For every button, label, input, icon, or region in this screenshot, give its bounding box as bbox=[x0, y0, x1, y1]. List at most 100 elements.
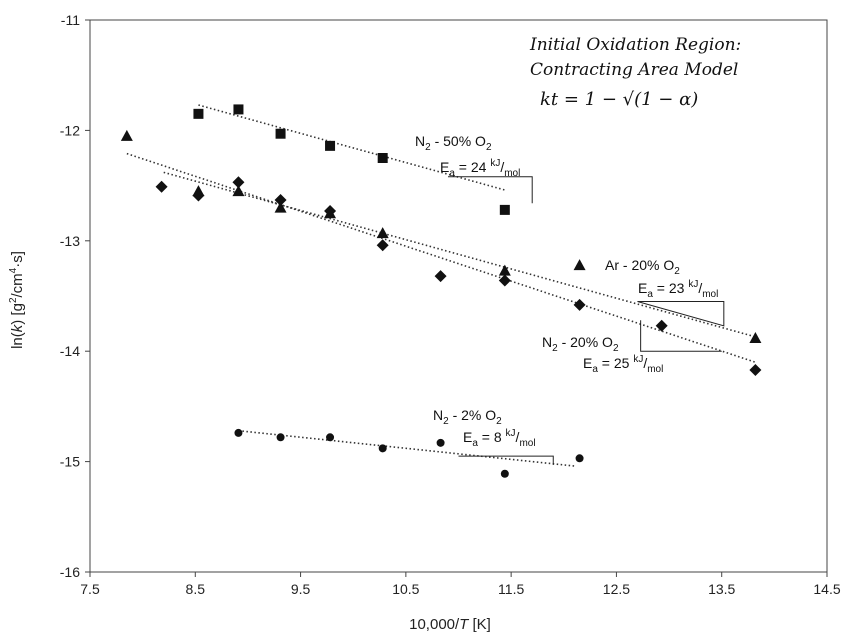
activation-energy-part: = 25 bbox=[598, 355, 633, 371]
y-axis-label-part: ) [g bbox=[9, 303, 26, 325]
data-point-diamond bbox=[749, 363, 762, 376]
activation-energy-part: kJ bbox=[688, 279, 698, 290]
data-point-circle bbox=[234, 428, 243, 437]
data-point-diamond bbox=[155, 180, 168, 193]
tick-group: 7.5 8.5 9.5 10.5 11.5 12.5 13.5 14.5 -11 -12 -13 -1… bbox=[60, 12, 841, 597]
series-label-part: 2 bbox=[674, 266, 680, 277]
y-axis-label: ln(k) [g2/cm4·s] bbox=[8, 251, 26, 349]
activation-energy-part: E bbox=[440, 159, 449, 175]
data-point-square bbox=[499, 204, 510, 215]
fit-line bbox=[238, 429, 575, 467]
activation-energy-part: E bbox=[583, 355, 592, 371]
activation-energy-part: kJ bbox=[633, 354, 643, 365]
data-point-circle bbox=[436, 438, 445, 447]
x-axis-label-part: [K] bbox=[468, 616, 491, 633]
slope-triangle bbox=[640, 320, 722, 352]
activation-energy-label: Ea = 23 kJ/mol bbox=[638, 279, 718, 300]
fit-lines-group bbox=[126, 104, 756, 467]
activation-energy-part: = 23 bbox=[653, 280, 688, 296]
data-point-triangle bbox=[376, 227, 389, 239]
series-label-part: Ar - 20% O bbox=[605, 257, 674, 273]
slope-triangle bbox=[458, 455, 554, 465]
model-title: Initial Oxidation Region: bbox=[529, 35, 741, 55]
plot-area-border bbox=[89, 19, 828, 573]
y-axis-label-part: k bbox=[9, 323, 26, 332]
activation-energy-part: / bbox=[643, 355, 647, 371]
data-point-square bbox=[193, 108, 204, 119]
series-label-part: 2 bbox=[552, 343, 558, 354]
data-point-circle bbox=[575, 454, 584, 463]
data-points-group bbox=[120, 104, 762, 478]
y-tick-label: -14 bbox=[60, 343, 80, 359]
x-tick-label: 11.5 bbox=[498, 581, 524, 597]
x-tick-label: 9.5 bbox=[291, 581, 311, 597]
activation-energy-part: a bbox=[647, 289, 653, 300]
data-point-square bbox=[275, 128, 286, 139]
activation-energy-part: / bbox=[698, 280, 702, 296]
data-point-triangle bbox=[749, 331, 762, 343]
data-point-triangle bbox=[573, 259, 586, 271]
data-point-triangle bbox=[274, 201, 287, 213]
slope-triangle bbox=[637, 301, 725, 327]
series-label: N2 - 2% O2 bbox=[433, 407, 502, 427]
series-label-part: - 20% O bbox=[558, 334, 613, 350]
y-axis-label-part: 4 bbox=[8, 267, 19, 273]
y-axis-label-part: ln( bbox=[9, 332, 26, 349]
activation-energy-label: Ea = 25 kJ/mol bbox=[583, 354, 663, 375]
x-tick-label: 13.5 bbox=[708, 581, 735, 597]
x-axis-label-part: T bbox=[459, 616, 470, 633]
series-label-part: - 50% O bbox=[431, 133, 486, 149]
activation-energy-part: E bbox=[638, 280, 647, 296]
series-label-part: 2 bbox=[486, 142, 492, 153]
slope-triangle bbox=[447, 176, 533, 204]
data-point-diamond bbox=[274, 193, 287, 206]
data-point-diamond bbox=[232, 176, 245, 189]
activation-energy-label: Ea = 24 kJ/mol bbox=[440, 158, 520, 179]
data-point-diamond bbox=[655, 319, 668, 332]
activation-energy-part: = 24 bbox=[455, 159, 490, 175]
data-point-circle bbox=[276, 433, 285, 442]
series-label: Ar - 20% O2 bbox=[605, 257, 680, 277]
activation-energy-part: mol bbox=[702, 289, 718, 300]
data-point-circle bbox=[500, 469, 509, 478]
activation-energy-part: mol bbox=[519, 438, 535, 449]
series-label-part: 2 bbox=[613, 343, 619, 354]
series-label-part: 2 bbox=[496, 416, 502, 427]
data-point-square bbox=[325, 140, 336, 151]
series-label-part: 2 bbox=[443, 416, 449, 427]
data-point-diamond bbox=[376, 239, 389, 252]
data-point-square bbox=[233, 104, 244, 115]
series-label-part: N bbox=[415, 133, 425, 149]
activation-energy-part: mol bbox=[504, 168, 520, 179]
x-tick-label: 7.5 bbox=[80, 581, 100, 597]
activation-energy-label: Ea = 8 kJ/mol bbox=[463, 428, 536, 449]
data-point-circle bbox=[378, 444, 387, 453]
series-label-part: - 2% O bbox=[449, 407, 497, 423]
activation-energy-part: mol bbox=[647, 364, 663, 375]
x-axis-label-part: 10,000/ bbox=[409, 616, 460, 633]
x-tick-label: 8.5 bbox=[186, 581, 206, 597]
fit-line bbox=[163, 171, 756, 338]
activation-energy-part: / bbox=[500, 159, 504, 175]
slope-triangles-group bbox=[447, 176, 725, 465]
activation-energy-part: = 8 bbox=[478, 429, 506, 445]
x-axis-label: 10,000/T [K] bbox=[409, 616, 491, 633]
activation-energy-part: a bbox=[592, 364, 598, 375]
series-label-part: N bbox=[433, 407, 443, 423]
activation-energy-part: a bbox=[472, 438, 478, 449]
data-point-diamond bbox=[192, 189, 205, 202]
y-tick-label: -15 bbox=[60, 454, 80, 470]
y-axis-label-part: 2 bbox=[8, 297, 19, 303]
activation-energy-part: a bbox=[449, 168, 455, 179]
activation-energy-part: kJ bbox=[506, 428, 516, 439]
data-point-triangle bbox=[120, 129, 133, 141]
data-point-triangle bbox=[232, 185, 245, 197]
model-subtitle: Contracting Area Model bbox=[530, 60, 738, 80]
data-point-diamond bbox=[324, 204, 337, 217]
y-tick-label: -12 bbox=[60, 122, 80, 138]
x-tick-label: 14.5 bbox=[813, 581, 840, 597]
series-label-part: N bbox=[542, 334, 552, 350]
data-point-square bbox=[377, 153, 388, 163]
plot-frame bbox=[89, 19, 828, 573]
